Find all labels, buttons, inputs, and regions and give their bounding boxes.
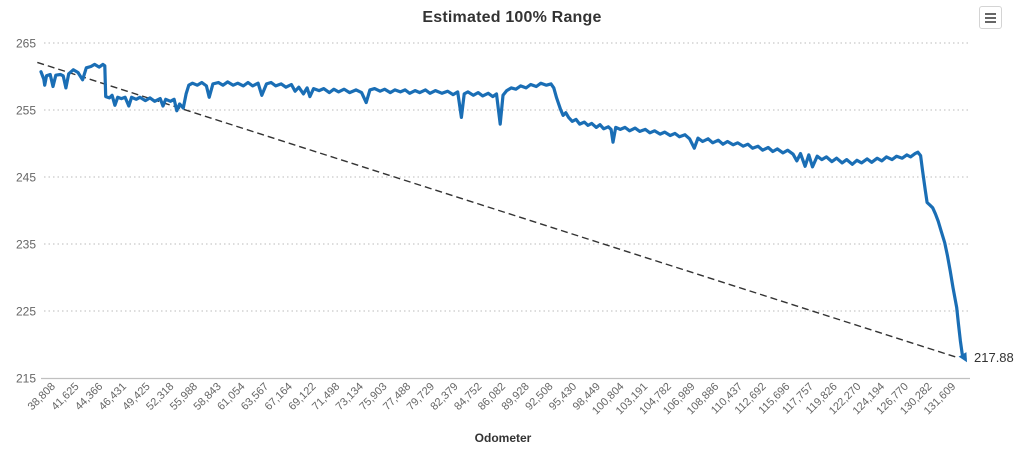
hamburger-icon: [985, 12, 996, 23]
y-axis-label: 265: [16, 37, 36, 51]
x-axis-labels: 38,80841,62544,36646,43149,42552,31855,9…: [26, 381, 959, 418]
y-axis-label: 235: [16, 238, 36, 252]
chart-context-menu-button[interactable]: [979, 6, 1002, 29]
gridlines: [41, 42, 970, 380]
range-series-line[interactable]: [39, 62, 967, 361]
y-axis-label: 245: [16, 171, 36, 185]
y-axis-labels: 265 255 245 235 225 215: [16, 37, 36, 386]
chart-title: Estimated 100% Range: [422, 9, 602, 26]
y-axis-label: 255: [16, 104, 36, 118]
y-axis-label: 225: [16, 305, 36, 319]
series-end-arrow-icon: [958, 352, 967, 363]
y-axis-label: 215: [16, 372, 36, 386]
x-axis-title: Odometer: [475, 431, 532, 445]
series-end-value-label: 217.88: [974, 350, 1014, 365]
trend-line: [37, 61, 959, 359]
